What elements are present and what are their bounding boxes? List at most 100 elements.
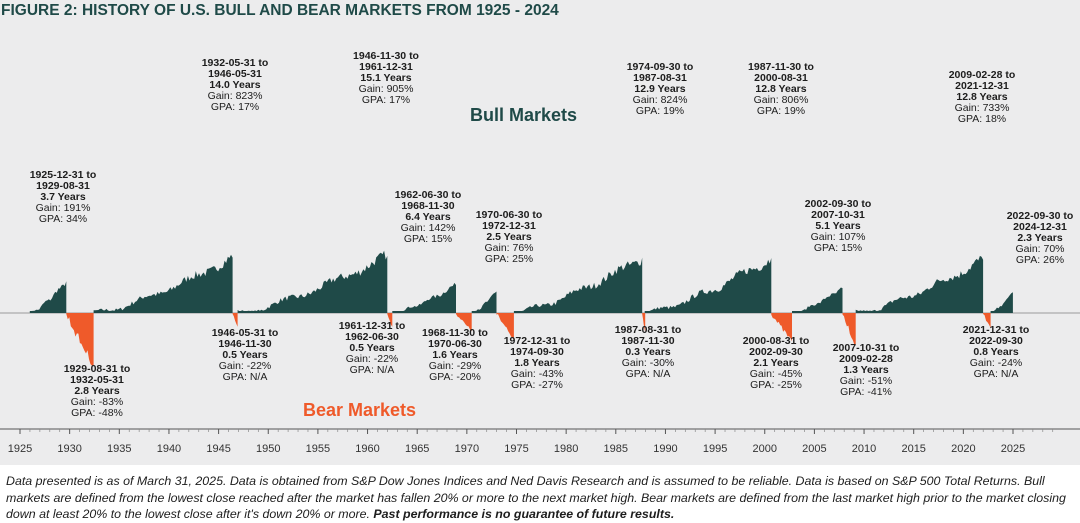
bear-market-label-line: GPA: N/A — [350, 364, 395, 376]
x-tick-label: 2010 — [852, 443, 876, 455]
x-tick-label: 1980 — [554, 443, 578, 455]
figure-title: FIGURE 2: HISTORY OF U.S. BULL AND BEAR … — [1, 2, 559, 19]
bull-market-label-line: 2.5 Years — [486, 231, 532, 243]
bull-market-label-line: 2021-12-31 — [955, 80, 1009, 92]
bear-market-label-line: 1968-11-30 to — [422, 327, 488, 339]
bear-market-label-line: Gain: -43% — [511, 368, 564, 380]
x-tick-label: 1930 — [57, 443, 81, 455]
bear-market-label-line: 1.6 Years — [432, 349, 478, 361]
bear-market-label-line: 1946-11-30 — [218, 338, 271, 350]
x-tick-label: 2015 — [901, 443, 925, 455]
bear-market-label-line: 1987-08-31 to — [615, 324, 682, 336]
bear-market-area — [983, 313, 991, 328]
bull-market-label-line: Gain: 733% — [955, 102, 1010, 114]
x-tick-label: 1970 — [455, 443, 479, 455]
bull-market-label-line: GPA: 19% — [636, 105, 684, 117]
chart-area: FIGURE 2: HISTORY OF U.S. BULL AND BEAR … — [0, 0, 1080, 465]
bull-market-label-line: 6.4 Years — [405, 211, 451, 223]
bear-market-label-line: 2022-09-30 — [969, 335, 1023, 347]
bull-market-label-line: 1968-11-30 — [401, 200, 454, 212]
market-shapes — [29, 250, 1013, 366]
bear-market-label-line: 2002-09-30 — [749, 346, 803, 358]
bull-market-label-line: Gain: 806% — [754, 94, 809, 106]
bear-market-label-line: Gain: -30% — [622, 357, 675, 369]
bull-market-label-line: 1946-05-31 — [208, 68, 262, 80]
bull-market-label-line: 3.7 Years — [40, 191, 86, 203]
bull-market-area — [471, 291, 497, 313]
x-tick-label: 2025 — [1001, 443, 1025, 455]
x-tick-label: 1990 — [653, 443, 677, 455]
bear-market-label-line: 1972-12-31 to — [504, 335, 571, 347]
bull-market-label-line: Gain: 191% — [36, 202, 91, 214]
bull-market-label-line: GPA: 17% — [211, 101, 259, 113]
bear-market-label-line: GPA: -27% — [511, 379, 563, 391]
bull-market-area — [644, 258, 772, 313]
x-tick-label: 1935 — [107, 443, 131, 455]
x-tick-label: 1995 — [703, 443, 727, 455]
x-tick-label: 1985 — [604, 443, 628, 455]
bear-market-label-line: 2007-10-31 to — [833, 342, 900, 354]
bear-market-label-line: 1946-05-31 to — [212, 327, 279, 339]
bull-market-label-line: GPA: 19% — [757, 105, 805, 117]
bear-market-label-line: 0.3 Years — [625, 346, 671, 358]
x-tick-label: 2020 — [951, 443, 975, 455]
bear-market-area — [496, 313, 514, 340]
bull-market-label-line: 2002-09-30 to — [805, 198, 872, 210]
bull-market-label-line: Gain: 76% — [484, 242, 533, 254]
bear-market-label-line: 2021-12-31 to — [963, 324, 1030, 336]
bull-market-label-line: 2009-02-28 to — [949, 69, 1016, 81]
bull-market-label-line: Gain: 142% — [401, 222, 456, 234]
bear-markets-label: Bear Markets — [303, 400, 416, 420]
footnote-disclaimer: Past performance is no guarantee of futu… — [373, 507, 675, 521]
bull-market-label-line: 1946-11-30 to — [353, 50, 419, 62]
bear-market-label-line: 1929-08-31 to — [64, 363, 131, 375]
bear-market-label-line: 1961-12-31 to — [339, 320, 406, 332]
bull-market-label-line: GPA: 15% — [814, 242, 862, 254]
x-axis: 1925 1930 1935 1940 1945 1950 1955 1960 1965 1970… — [0, 312, 1080, 455]
bull-market-label-line: 1925-12-31 to — [30, 169, 97, 181]
bull-market-label-line: 2.3 Years — [1017, 232, 1063, 244]
bear-market-label-line: 2.8 Years — [74, 385, 120, 397]
bull-market-label-line: 12.8 Years — [755, 83, 806, 95]
x-tick-label: 1925 — [8, 443, 32, 455]
bull-market-label-line: 14.0 Years — [209, 79, 260, 91]
bear-market-label-line: 2.1 Years — [753, 357, 799, 369]
bull-market-label-line: 12.9 Years — [634, 83, 685, 95]
bear-market-label-line: GPA: N/A — [974, 368, 1019, 380]
bear-market-label-line: GPA: N/A — [223, 371, 268, 383]
bear-market-label-line: Gain: -22% — [219, 360, 272, 372]
bull-market-label-line: 1962-06-30 to — [395, 189, 462, 201]
bear-market-label-line: Gain: -83% — [71, 396, 124, 408]
bull-market-label-line: Gain: 107% — [811, 231, 866, 243]
bull-market-label-line: GPA: 34% — [39, 213, 87, 225]
bull-market-area — [237, 250, 388, 313]
bull-market-label-line: GPA: 26% — [1016, 254, 1064, 266]
bull-market-label-line: GPA: 17% — [362, 94, 410, 106]
bear-market-label-line: 2009-02-28 — [839, 353, 893, 365]
bull-market-area — [513, 257, 643, 313]
bear-market-label-line: Gain: -24% — [970, 357, 1023, 369]
bear-market-label-line: Gain: -29% — [429, 360, 482, 372]
bull-market-label-line: Gain: 905% — [359, 83, 414, 95]
bull-market-label-line: 1974-09-30 to — [627, 61, 694, 73]
bull-market-area — [855, 255, 984, 313]
bull-market-label-line: Gain: 70% — [1015, 243, 1064, 255]
bull-market-label-line: 12.8 Years — [956, 91, 1007, 103]
x-tick-label: 2000 — [753, 443, 777, 455]
x-tick-label: 1955 — [306, 443, 330, 455]
x-tick-label: 1960 — [355, 443, 379, 455]
x-tick-label: 1940 — [157, 443, 181, 455]
bear-market-area — [232, 313, 238, 327]
bear-market-area — [842, 313, 856, 345]
bull-market-label-line: 1932-05-31 to — [202, 57, 269, 69]
bear-market-area — [771, 313, 792, 342]
bull-market-label-line: 2024-12-31 — [1013, 221, 1067, 233]
bear-market-label-line: GPA: -20% — [429, 371, 481, 383]
bear-market-area — [66, 313, 94, 366]
bear-market-label-line: GPA: N/A — [626, 368, 671, 380]
bear-market-label-line: Gain: -22% — [346, 353, 399, 365]
bull-market-label-line: 2000-08-31 — [754, 72, 808, 84]
bear-market-area — [387, 313, 393, 327]
bull-market-label-line: 5.1 Years — [815, 220, 861, 232]
